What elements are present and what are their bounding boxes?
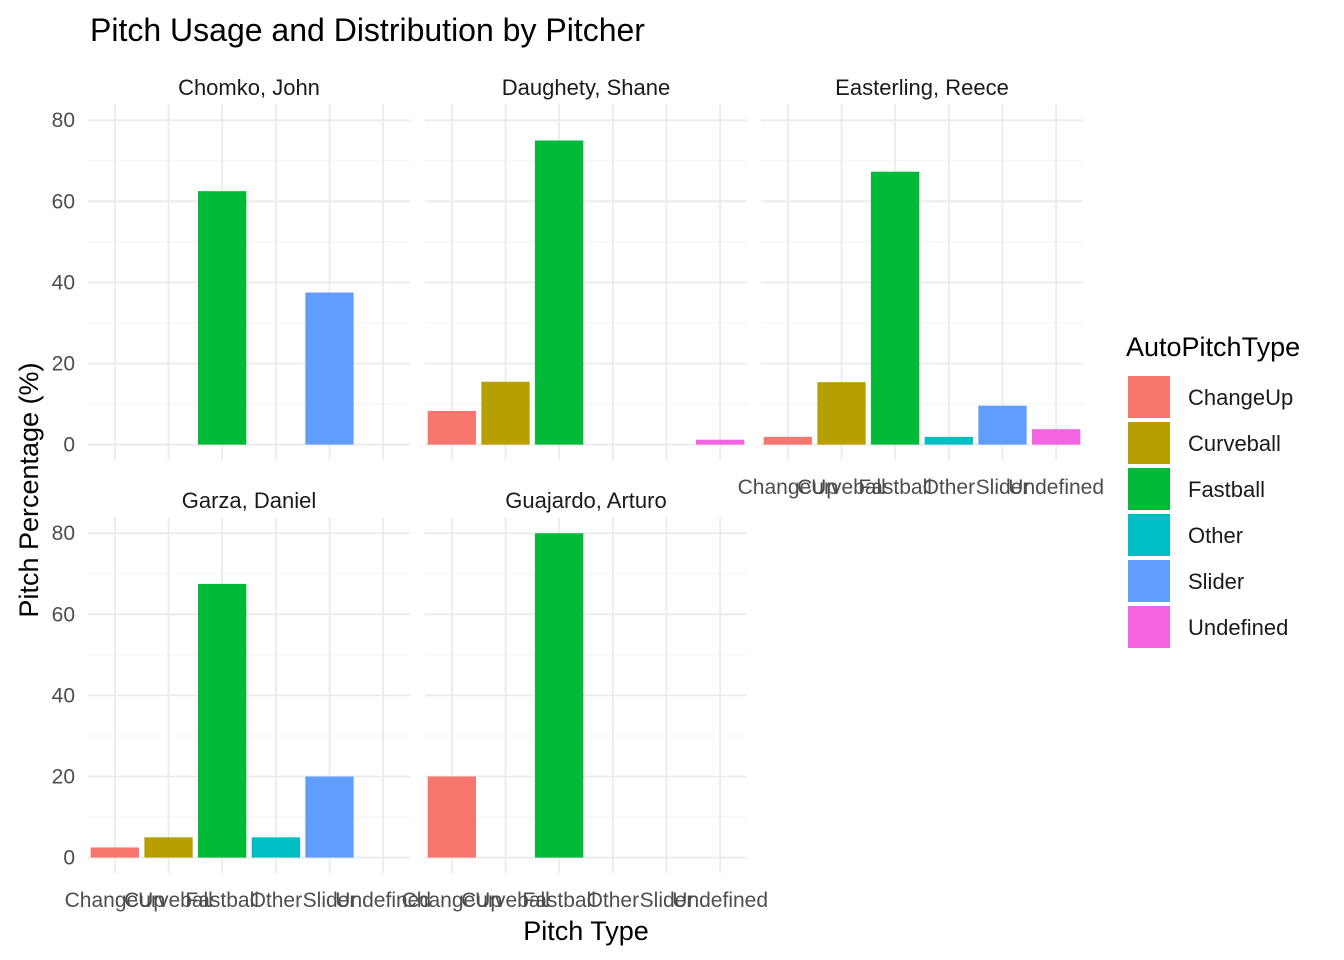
x-tick-label: Fastball	[858, 476, 932, 499]
x-tick-label: ChangeUp	[65, 889, 165, 912]
facet-panel-daughety-shane: Daughety, Shane	[425, 75, 747, 460]
y-tick-label: 60	[52, 190, 75, 213]
bar-chomko-john-slider	[305, 292, 354, 445]
x-tick-label: Curveball	[797, 476, 886, 499]
facet-strip-label: Easterling, Reece	[835, 75, 1009, 100]
bar-easterling-reece-curveball	[817, 382, 866, 445]
facet-panel-guajardo-arturo: Guajardo, Arturo ChangeUpCurveballFastbal…	[402, 488, 768, 912]
bar-easterling-reece-other	[924, 436, 973, 445]
facet-strip-label: Garza, Daniel	[182, 488, 317, 513]
bar-guajardo-arturo-changeup	[427, 776, 476, 858]
bar-daughety-shane-undefined	[696, 439, 745, 445]
x-tick-label: Slider	[976, 476, 1030, 499]
legend-key-fastball	[1128, 468, 1170, 510]
bar-garza-daniel-slider	[305, 776, 354, 858]
bar-daughety-shane-changeup	[427, 410, 476, 445]
y-tick-label: 80	[52, 522, 75, 545]
facet-strip-label: Chomko, John	[178, 75, 320, 100]
x-tick-label: ChangeUp	[402, 889, 502, 912]
bar-easterling-reece-undefined	[1032, 429, 1081, 445]
x-tick-label: Undefined	[672, 889, 768, 912]
legend-label-curveball: Curveball	[1188, 431, 1281, 456]
x-tick-label: Slider	[640, 889, 694, 912]
legend-title: AutoPitchType	[1126, 332, 1300, 362]
y-tick-label: 40	[52, 271, 75, 294]
y-tick-label: 20	[52, 765, 75, 788]
facet-panel-garza-daniel: Garza, Daniel 0 20 40 60 80 ChangeUpCurveballF…	[52, 488, 431, 912]
y-tick-label: 0	[63, 847, 75, 870]
legend-key-changeup	[1128, 376, 1170, 418]
bar-garza-daniel-curveball	[144, 837, 193, 858]
facet-panel-chomko-john: Chomko, John 0 20 40 60 80	[52, 75, 410, 460]
x-tick-label: Undefined	[335, 889, 431, 912]
y-tick-label: 20	[52, 352, 75, 375]
x-tick-label: Other	[250, 889, 303, 912]
bar-daughety-shane-fastball	[535, 140, 584, 445]
facet-panel-easterling-reece: Easterling, Reece ChangeUpCurveballFastba…	[738, 75, 1104, 499]
legend-key-slider	[1128, 560, 1170, 602]
x-tick-label: Fastball	[185, 889, 259, 912]
bar-garza-daniel-other	[251, 837, 300, 858]
legend: AutoPitchType ChangeUp Curveball Fastball O…	[1126, 332, 1300, 648]
y-tick-label: 60	[52, 603, 75, 626]
y-tick-label: 40	[52, 684, 75, 707]
x-tick-label: Other	[923, 476, 976, 499]
bar-guajardo-arturo-fastball	[535, 533, 584, 858]
x-tick-label: Curveball	[461, 889, 550, 912]
legend-key-other	[1128, 514, 1170, 556]
bar-easterling-reece-slider	[978, 405, 1027, 445]
x-tick-label: Other	[587, 889, 640, 912]
legend-label-slider: Slider	[1188, 569, 1244, 594]
legend-label-other: Other	[1188, 523, 1243, 548]
bar-garza-daniel-changeup	[90, 847, 139, 858]
y-tick-label: 0	[63, 434, 75, 457]
x-tick-label: Undefined	[1008, 476, 1104, 499]
x-tick-label: Fastball	[522, 889, 596, 912]
legend-label-changeup: ChangeUp	[1188, 385, 1293, 410]
legend-key-undefined	[1128, 606, 1170, 648]
x-tick-label: Slider	[303, 889, 357, 912]
x-tick-label: ChangeUp	[738, 476, 838, 499]
y-axis-title: Pitch Percentage (%)	[14, 362, 44, 617]
x-axis-title: Pitch Type	[523, 916, 649, 946]
legend-label-undefined: Undefined	[1188, 615, 1288, 640]
bar-daughety-shane-curveball	[481, 381, 530, 445]
facet-strip-label: Daughety, Shane	[502, 75, 670, 100]
facet-strip-label: Guajardo, Arturo	[505, 488, 666, 513]
y-tick-label: 80	[52, 109, 75, 132]
legend-label-fastball: Fastball	[1188, 477, 1265, 502]
bar-easterling-reece-fastball	[871, 171, 920, 445]
bar-chomko-john-fastball	[198, 191, 247, 445]
bar-easterling-reece-changeup	[763, 436, 812, 445]
facet-panels: Chomko, John 0 20 40 60 80 Daughety, Shane East…	[52, 75, 1104, 912]
legend-key-curveball	[1128, 422, 1170, 464]
x-tick-label: Curveball	[124, 889, 213, 912]
bar-garza-daniel-fastball	[198, 583, 247, 858]
chart-title: Pitch Usage and Distribution by Pitcher	[90, 12, 645, 48]
